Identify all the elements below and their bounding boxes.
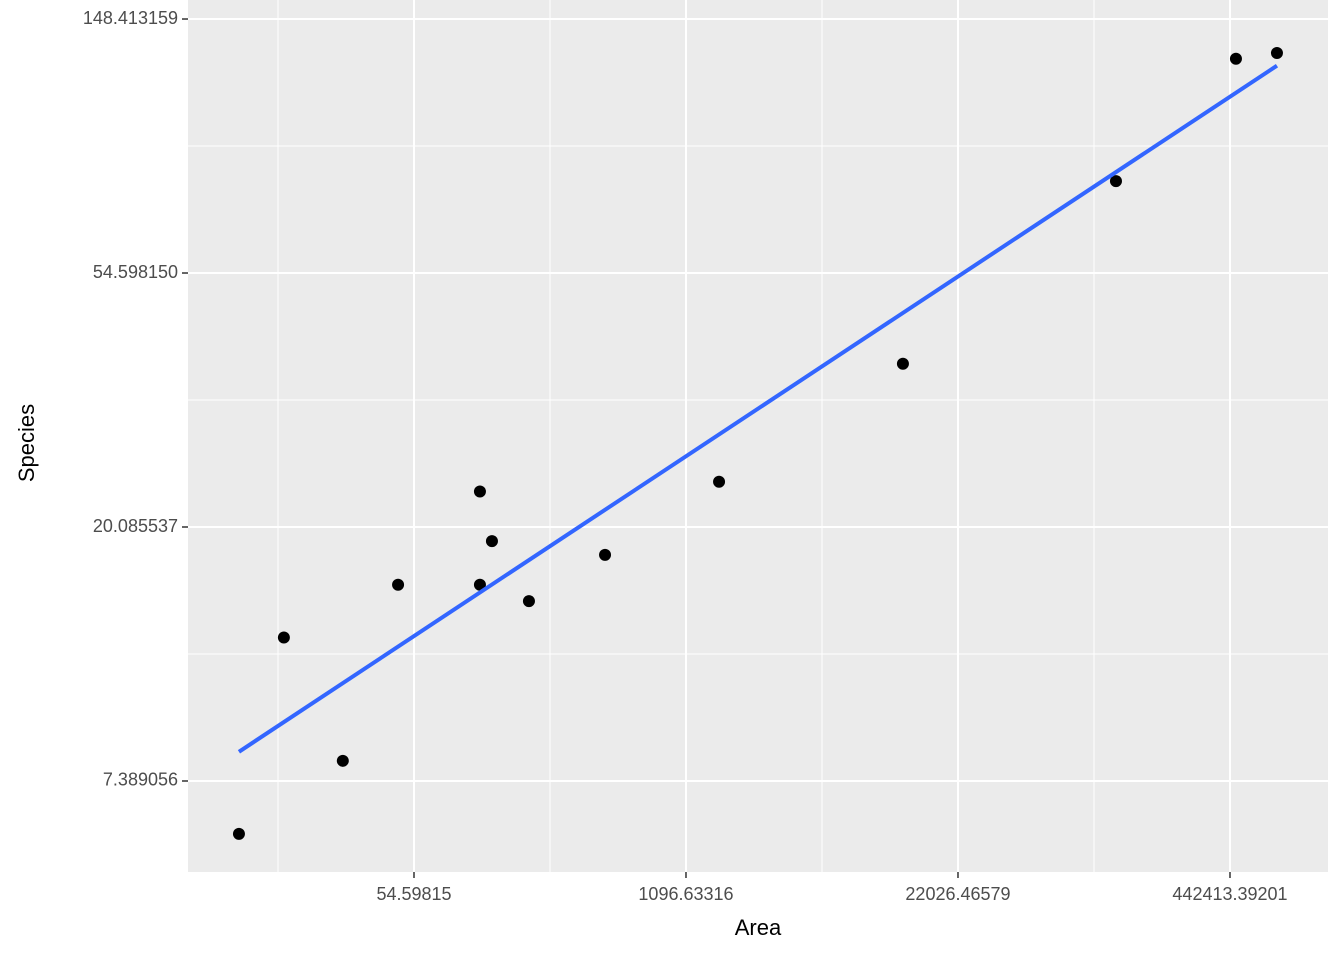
point <box>277 631 290 644</box>
point <box>1229 52 1242 65</box>
point <box>473 578 486 591</box>
y-tick-label: 54.598150 <box>93 262 178 282</box>
point <box>232 827 245 840</box>
point <box>522 595 535 608</box>
point <box>896 357 909 370</box>
panel <box>188 0 1328 872</box>
y-tick-label: 7.389056 <box>103 770 178 790</box>
trend-line <box>237 64 1279 754</box>
x-axis-title: Area <box>735 915 782 940</box>
x-tick-label: 54.59815 <box>376 884 451 904</box>
x-tick-label: 22026.46579 <box>905 884 1010 904</box>
y-tick-label: 20.085537 <box>93 516 178 536</box>
y-tick-label: 148.413159 <box>83 8 178 28</box>
point <box>599 548 612 561</box>
x-tick-label: 1096.63316 <box>638 884 733 904</box>
point <box>713 475 726 488</box>
point <box>473 485 486 498</box>
point <box>1270 47 1283 60</box>
point <box>485 535 498 548</box>
point <box>392 578 405 591</box>
y-axis-title: Species <box>14 404 39 482</box>
point <box>1109 175 1122 188</box>
point <box>336 754 349 767</box>
x-tick-label: 442413.39201 <box>1172 884 1287 904</box>
